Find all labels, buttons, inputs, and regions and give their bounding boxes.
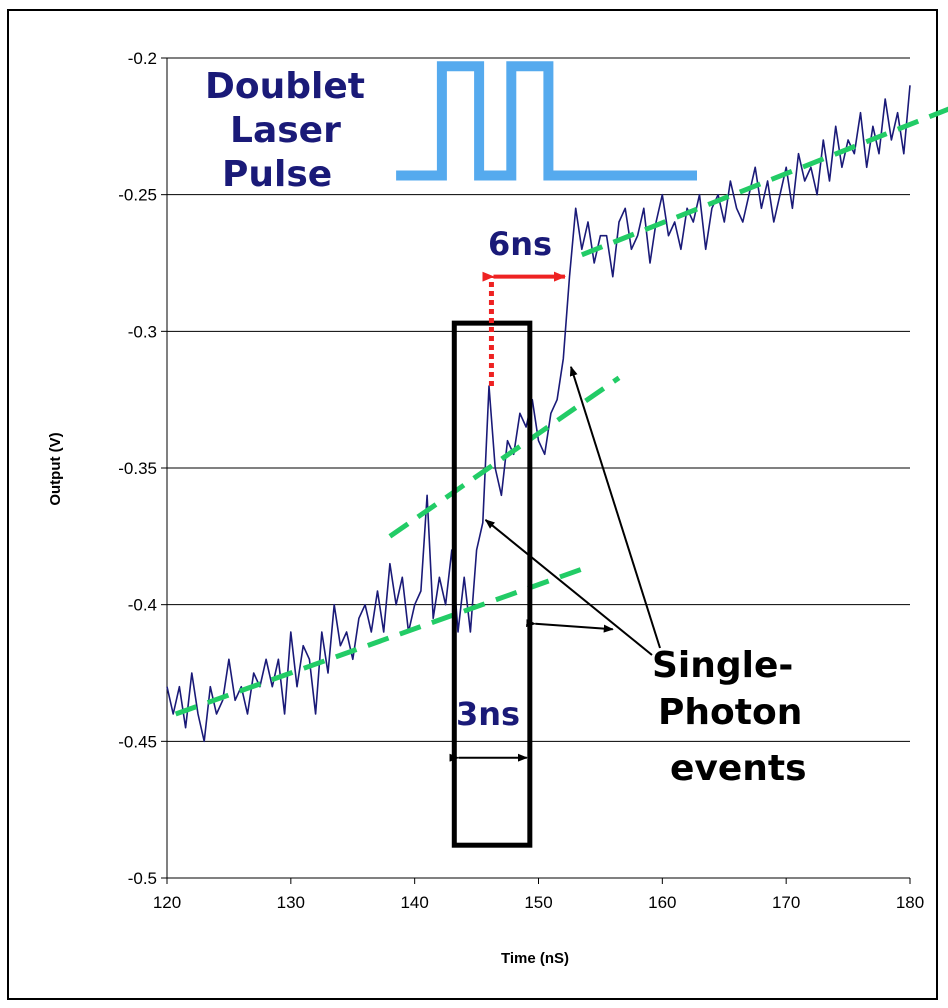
fit-line-0 [174,566,583,717]
event-pointer-arrow-2 [569,365,661,649]
y-tick-label-5: -0.45 [118,732,157,751]
pulse-label: Doublet Laser Pulse [205,66,365,195]
y-tick-label-1: -0.25 [118,186,157,205]
x-axis-label: Time (nS) [501,950,569,967]
y-tick-label-0: -0.2 [128,49,157,68]
pulse-label-line-1: Doublet [205,66,365,107]
x-tick-label-1: 130 [277,893,305,912]
x-tick-label-4: 160 [648,893,676,912]
y-tick-label-2: -0.3 [128,322,157,341]
box-gap-arrow [526,619,614,633]
pulse-label-line-3: Pulse [222,154,332,195]
events-label-line-2: Photon [658,692,802,733]
x-tick-label-2: 140 [400,893,428,912]
highlight-box [451,320,533,848]
y-tick-label-6: -0.5 [128,869,157,888]
events-label-line-1: Single- [652,645,793,686]
series-line-0 [166,85,911,743]
y-axis-label: Output (V) [47,432,64,505]
y-tick-label-3: -0.35 [118,459,157,478]
x-tick-label-6: 180 [896,893,924,912]
event-pointer-arrow-1 [484,519,653,656]
laser-pulse-trace [396,61,697,181]
fit-line-1 [388,375,621,539]
pulse-label-line-2: Laser [230,110,341,151]
y-tick-label-4: -0.4 [128,596,157,615]
events-label-line-3: events [670,748,807,789]
gap-6ns-label: 6ns [488,225,552,263]
x-tick-label-3: 150 [524,893,552,912]
x-tick-label-5: 170 [772,893,800,912]
x-tick-label-0: 120 [153,893,181,912]
gap-3ns-label: 3ns [456,695,520,733]
events-label: Single- Photon events [652,645,807,789]
